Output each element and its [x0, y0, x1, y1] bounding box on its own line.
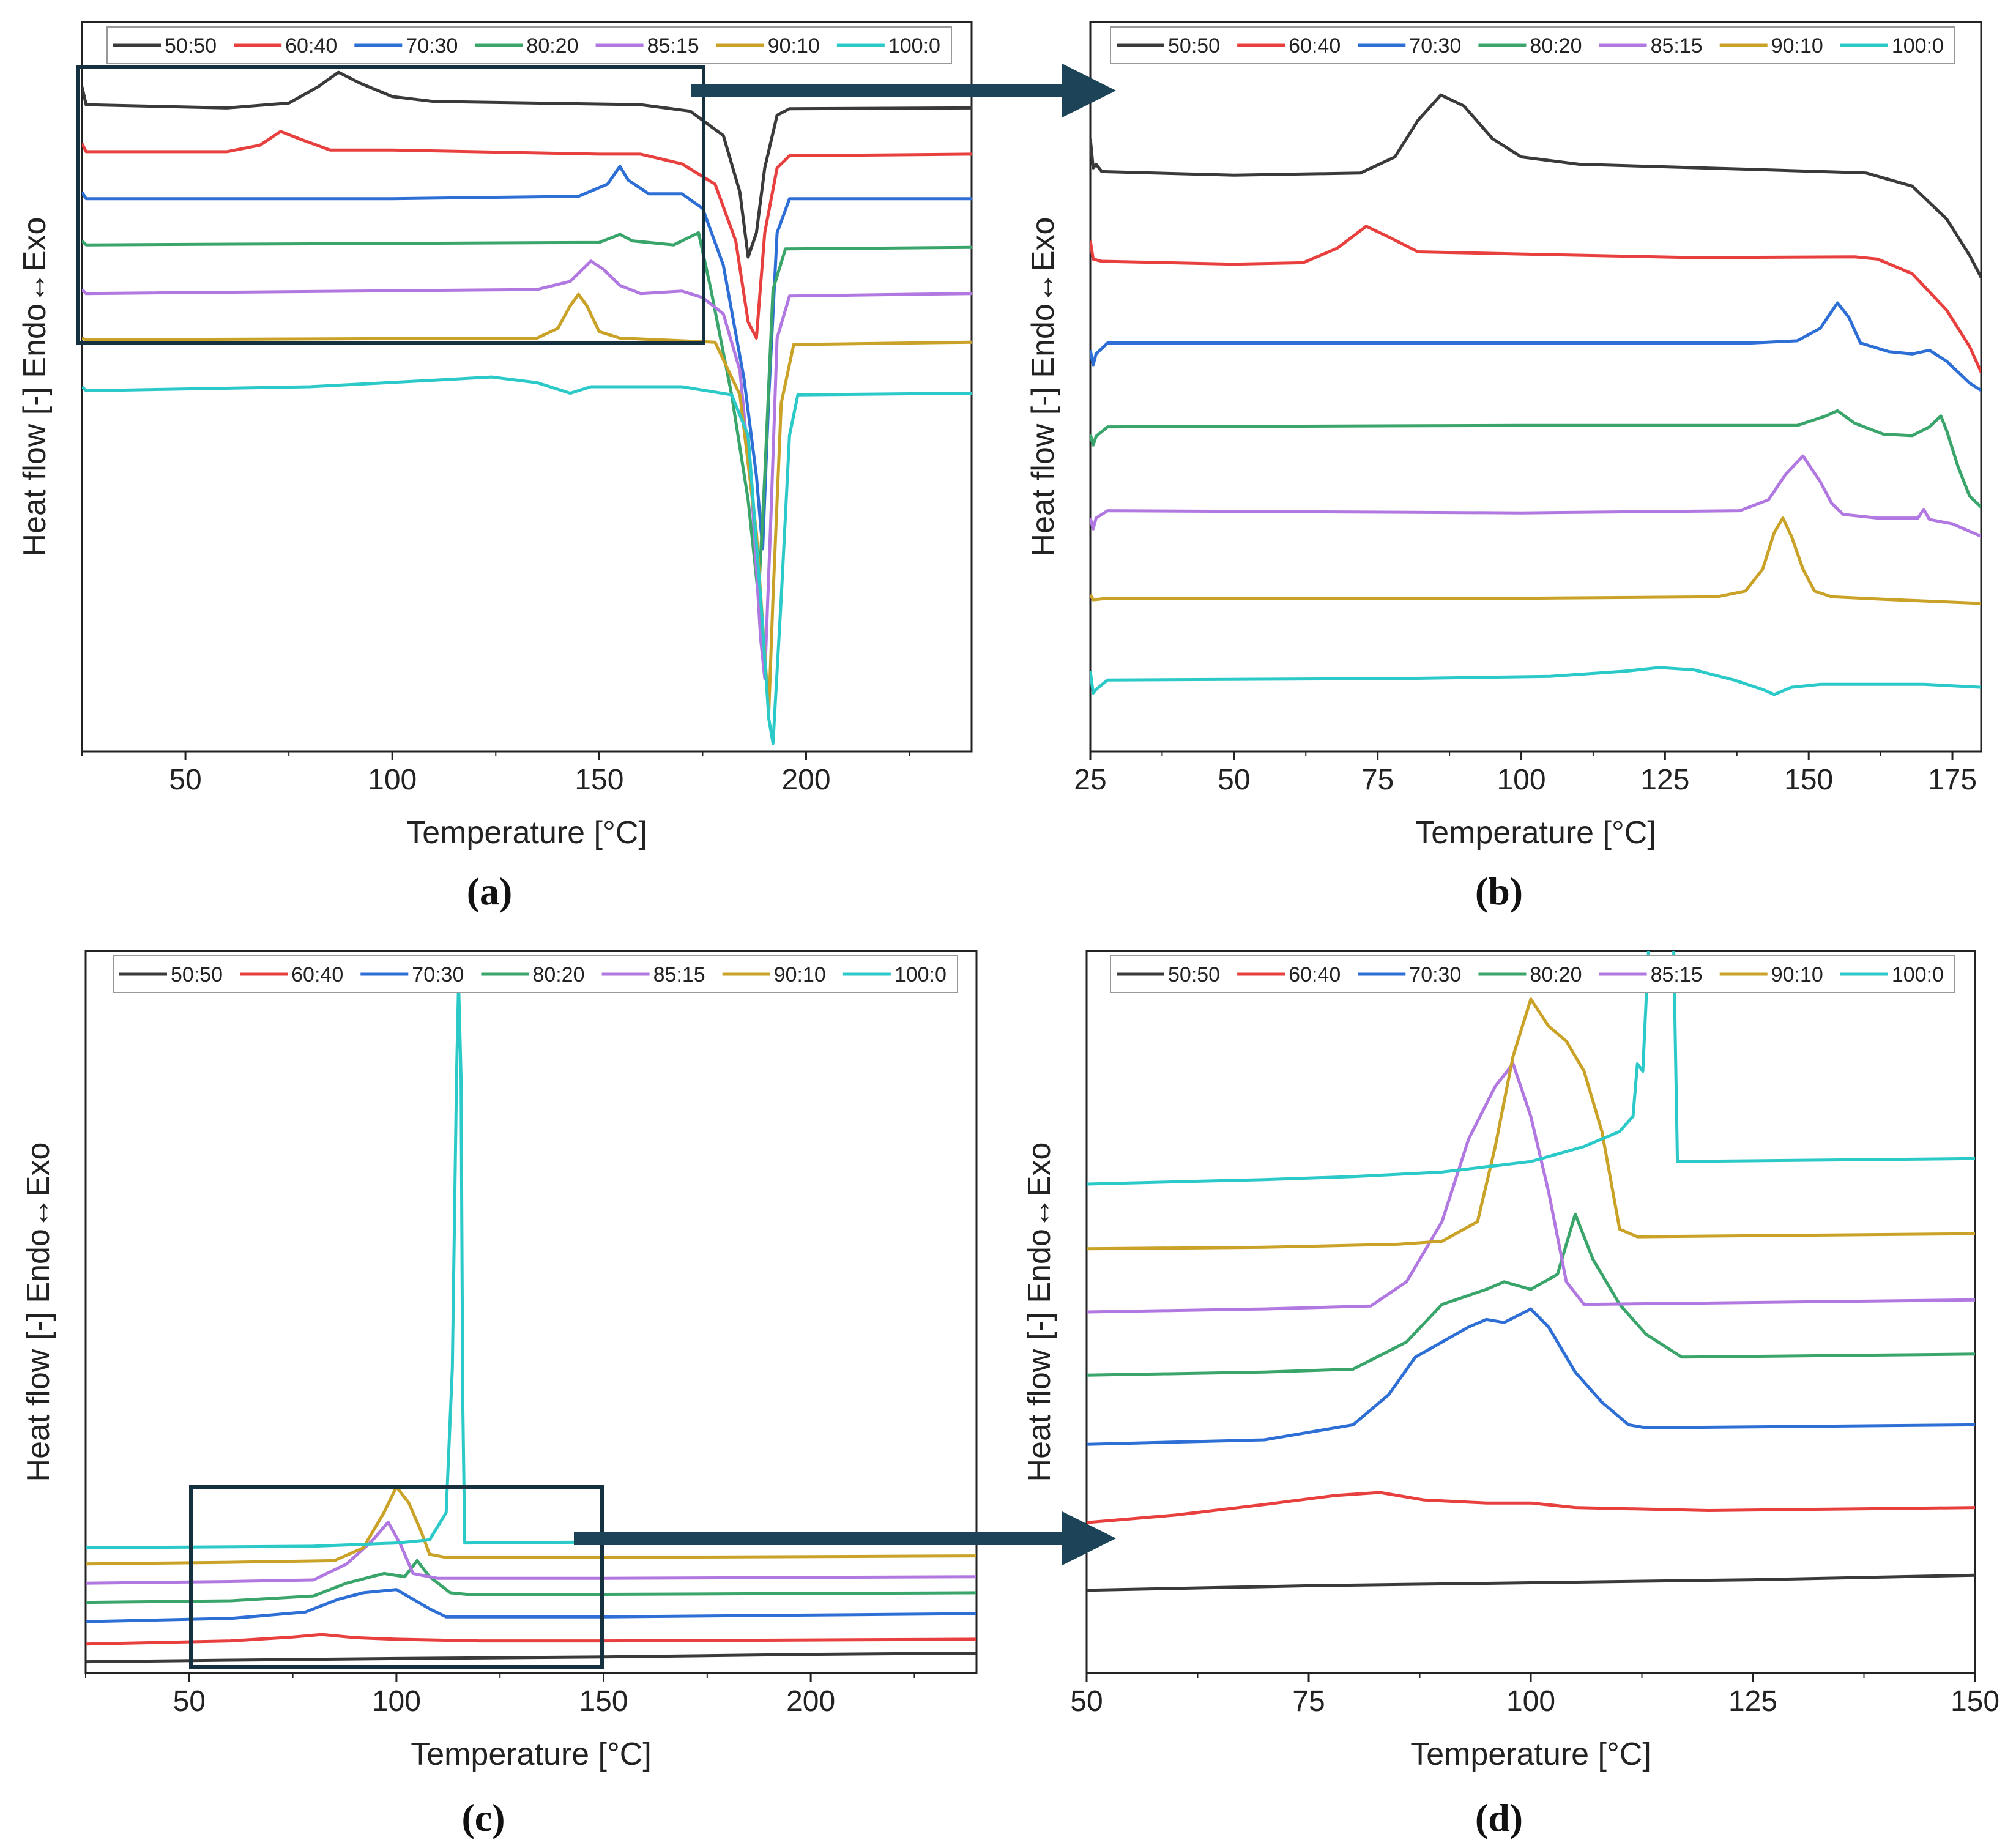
x-tick-label: 200 [786, 1685, 835, 1718]
legend-label: 85:15 [653, 963, 705, 986]
legend-label: 85:15 [1651, 34, 1703, 58]
legend-label: 70:30 [1409, 34, 1461, 58]
x-tick-label: 200 [781, 764, 830, 796]
x-tick-label: 150 [1784, 764, 1833, 796]
x-tick-label: 75 [1292, 1685, 1325, 1718]
series-line-50-50 [1087, 1573, 1975, 1592]
series-line-100-0 [82, 375, 972, 745]
x-tick-label: 50 [1218, 764, 1250, 796]
series-line-60-40 [82, 130, 972, 340]
legend-label: 90:10 [1771, 34, 1823, 58]
x-tick-label: 150 [575, 764, 623, 796]
x-tick-label: 75 [1361, 764, 1394, 796]
legend-label: 90:10 [774, 963, 826, 986]
panel-label: (c) [461, 1796, 505, 1839]
series-line-90-10 [1087, 997, 1975, 1251]
series-line-80-20 [1090, 409, 1981, 509]
plot-frame [84, 950, 978, 1674]
x-axis-label: Temperature [°C] [1410, 1737, 1651, 1772]
series-line-50-50 [1090, 93, 1981, 278]
x-tick-label: 150 [579, 1685, 628, 1718]
x-tick-label: 25 [1074, 764, 1106, 796]
legend-label: 60:40 [291, 963, 343, 986]
x-tick-label: 100 [368, 764, 417, 796]
panel-a: 50 100 150 200 Temperature [°C] Heat flow [-]… [17, 21, 973, 913]
x-tick-label: 175 [1928, 764, 1977, 796]
legend-label: 80:20 [1530, 963, 1582, 986]
series-line-50-50 [86, 1652, 976, 1664]
zoom-region-box-a [76, 65, 705, 345]
panel-c: 50 100 150 200 Temperature [°C] Heat flow [-]… [21, 950, 978, 1839]
x-tick-label: 100 [1497, 764, 1545, 796]
series-line-85-15 [1087, 1062, 1975, 1314]
x-tick-label: 150 [1951, 1685, 1999, 1718]
legend-label: 50:50 [165, 34, 217, 58]
legend-label: 70:30 [412, 963, 464, 986]
legend-label: 100:0 [888, 34, 940, 58]
series-line-100-0 [1087, 951, 1975, 1186]
x-axis-label: Temperature [°C] [406, 815, 647, 851]
series-line-90-10 [86, 1485, 976, 1566]
legend-label: 85:15 [1651, 963, 1703, 986]
series-line-100-0 [86, 981, 976, 1549]
panel-label: (b) [1475, 870, 1523, 913]
series-line-90-10 [82, 292, 972, 713]
y-axis-label: Heat flow [-] Endo↔Exo [21, 1142, 56, 1482]
x-tick-label: 125 [1728, 1685, 1777, 1718]
legend-label: 100:0 [1892, 963, 1944, 986]
x-tick-label: 50 [173, 1685, 206, 1718]
legend-label: 70:30 [1409, 963, 1461, 986]
legend-label: 85:15 [647, 34, 699, 58]
zoom-region-box-c [189, 1485, 604, 1669]
series-line-80-20 [1087, 1212, 1975, 1377]
panel-label: (a) [467, 870, 513, 913]
series-line-50-50 [82, 70, 972, 259]
x-tick-label: 125 [1640, 764, 1689, 796]
panel-label: (d) [1475, 1796, 1523, 1839]
legend-label: 50:50 [171, 963, 223, 986]
series-line-85-15 [86, 1521, 976, 1585]
series-line-60-40 [1087, 1491, 1975, 1524]
plot-frame [1089, 21, 1982, 753]
x-tick-label: 100 [372, 1685, 421, 1718]
legend-label: 60:40 [1289, 34, 1341, 58]
legend-label: 50:50 [1168, 963, 1220, 986]
x-axis-label: Temperature [°C] [1415, 815, 1656, 851]
legend-label: 80:20 [1530, 34, 1582, 58]
legend-label: 60:40 [285, 34, 337, 58]
legend-label: 50:50 [1168, 34, 1220, 58]
plot-frame [1085, 950, 1976, 1674]
x-tick-label: 100 [1506, 1685, 1555, 1718]
series-line-70-30 [86, 1588, 976, 1623]
legend-label: 60:40 [1289, 963, 1341, 986]
y-axis-label: Heat flow [-] Endo↔Exo [17, 217, 53, 557]
series-line-90-10 [1090, 516, 1981, 605]
series-group [1090, 93, 1981, 696]
series-line-85-15 [1090, 454, 1981, 538]
series-line-70-30 [1087, 1307, 1975, 1446]
series-group [1087, 951, 1975, 1592]
legend-label: 90:10 [768, 34, 820, 58]
panel-d: 50 75 100 125 150 Temperature [°C] Heat flow [… [1022, 950, 1999, 1839]
plot-frame [81, 21, 973, 753]
y-axis-label: Heat flow [-] Endo↔Exo [1022, 1142, 1057, 1482]
legend-label: 90:10 [1771, 963, 1823, 986]
x-axis-label: Temperature [°C] [411, 1737, 652, 1772]
legend-label: 100:0 [895, 963, 947, 986]
series-line-100-0 [1090, 666, 1981, 696]
legend-label: 100:0 [1892, 34, 1944, 58]
y-axis-label: Heat flow [-] Endo↔Exo [1025, 217, 1061, 557]
series-line-70-30 [1090, 301, 1981, 392]
x-tick-label: 50 [169, 764, 201, 796]
series-line-60-40 [1090, 225, 1981, 373]
legend-label: 80:20 [532, 963, 584, 986]
x-tick-label: 50 [1070, 1685, 1103, 1718]
panel-b: 25 50 75 100 125 150 175 Temperature [°C] Heat f… [1025, 21, 1982, 913]
series-group [86, 981, 976, 1664]
legend-label: 80:20 [526, 34, 578, 58]
series-line-60-40 [86, 1633, 976, 1646]
legend-label: 70:30 [406, 34, 458, 58]
